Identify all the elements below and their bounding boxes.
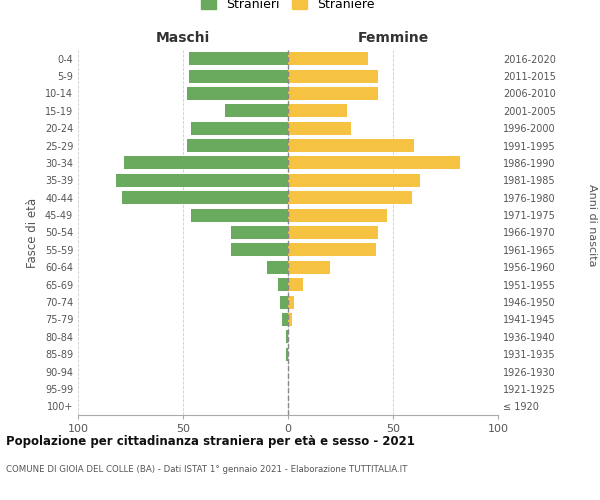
- Bar: [189, 70, 288, 82]
- Bar: [288, 278, 303, 291]
- Bar: [282, 313, 288, 326]
- Bar: [288, 260, 330, 274]
- Bar: [288, 156, 460, 170]
- Bar: [277, 278, 288, 291]
- Bar: [187, 87, 288, 100]
- Bar: [288, 313, 292, 326]
- Bar: [288, 296, 295, 308]
- Bar: [288, 244, 376, 256]
- Text: Maschi: Maschi: [156, 31, 210, 45]
- Bar: [267, 260, 288, 274]
- Bar: [124, 156, 288, 170]
- Bar: [288, 174, 421, 187]
- Bar: [191, 208, 288, 222]
- Bar: [225, 104, 288, 118]
- Legend: Stranieri, Straniere: Stranieri, Straniere: [201, 0, 375, 11]
- Bar: [280, 296, 288, 308]
- Bar: [288, 87, 379, 100]
- Bar: [286, 330, 288, 344]
- Bar: [191, 122, 288, 134]
- Bar: [187, 139, 288, 152]
- Bar: [189, 52, 288, 65]
- Text: Popolazione per cittadinanza straniera per età e sesso - 2021: Popolazione per cittadinanza straniera p…: [6, 435, 415, 448]
- Bar: [288, 104, 347, 118]
- Bar: [288, 52, 368, 65]
- Bar: [288, 191, 412, 204]
- Bar: [288, 122, 351, 134]
- Bar: [232, 244, 288, 256]
- Text: COMUNE DI GIOIA DEL COLLE (BA) - Dati ISTAT 1° gennaio 2021 - Elaborazione TUTTI: COMUNE DI GIOIA DEL COLLE (BA) - Dati IS…: [6, 465, 407, 474]
- Bar: [288, 226, 379, 239]
- Text: Femmine: Femmine: [358, 31, 428, 45]
- Bar: [288, 70, 379, 82]
- Bar: [122, 191, 288, 204]
- Bar: [232, 226, 288, 239]
- Bar: [288, 139, 414, 152]
- Bar: [286, 348, 288, 360]
- Text: Anni di nascita: Anni di nascita: [587, 184, 597, 266]
- Bar: [116, 174, 288, 187]
- Y-axis label: Fasce di età: Fasce di età: [26, 198, 39, 268]
- Bar: [288, 208, 387, 222]
